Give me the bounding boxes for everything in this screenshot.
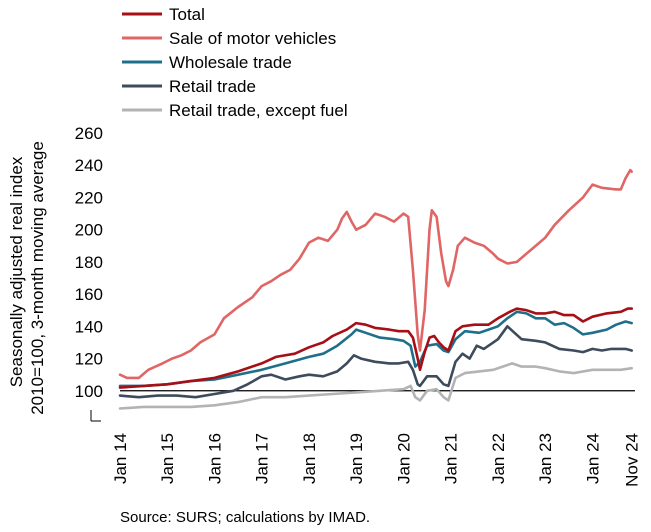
x-tick-label: Jan 16 xyxy=(205,433,224,484)
series-lines xyxy=(118,168,634,410)
legend: Total Sale of motor vehicles Wholesale tra… xyxy=(122,5,348,120)
x-tick-label: Jan 20 xyxy=(394,433,413,484)
y-axis-title-line2: 2010=100, 3-month moving average xyxy=(28,141,47,415)
x-tick-label: Jan 15 xyxy=(158,433,177,484)
series-line-wholesale-trade xyxy=(118,310,634,388)
x-tick-label: Jan 18 xyxy=(300,433,319,484)
legend-label: Sale of motor vehicles xyxy=(169,29,336,48)
x-tick-label: Jan 22 xyxy=(489,433,508,484)
legend-label: Total xyxy=(169,5,205,24)
x-tick-label: Jan 17 xyxy=(253,433,272,484)
series-line-total xyxy=(118,307,634,389)
y-tick-label: 260 xyxy=(75,124,103,143)
x-tick-label: Jan 24 xyxy=(583,433,602,484)
legend-label: Wholesale trade xyxy=(169,53,292,72)
y-tick-label: 160 xyxy=(75,285,103,304)
legend-label: Retail trade, except fuel xyxy=(169,101,348,120)
y-axis-ticks: 100 120 140 160 180 200 220 240 260 xyxy=(75,124,103,401)
y-tick-label: 140 xyxy=(75,317,103,336)
y-tick-label: 120 xyxy=(75,350,103,369)
x-tick-label: Jan 19 xyxy=(347,433,366,484)
series-line-sale-of-motor-vehicles xyxy=(118,168,634,380)
y-tick-label: 180 xyxy=(75,253,103,272)
series-line-retail-trade xyxy=(118,324,634,399)
y-tick-label: 100 xyxy=(75,382,103,401)
x-tick-label: Jan 21 xyxy=(442,433,461,484)
x-axis-ticks: Jan 14 Jan 15 Jan 16 Jan 17 Jan 18 Jan 19 Jan … xyxy=(111,433,642,487)
legend-label: Retail trade xyxy=(169,77,256,96)
y-tick-label: 200 xyxy=(75,221,103,240)
y-tick-label: 240 xyxy=(75,156,103,175)
x-tick-label: Nov 24 xyxy=(623,433,642,487)
source-note: Source: SURS; calculations by IMAD. xyxy=(120,509,371,526)
x-tick-label: Jan 23 xyxy=(536,433,555,484)
series-line-retail-trade-except-fuel xyxy=(118,362,634,410)
y-tick-label: 220 xyxy=(75,188,103,207)
y-axis-title-line1: Seasonally adjusted real index xyxy=(7,156,26,387)
x-tick-label: Jan 14 xyxy=(111,433,130,484)
